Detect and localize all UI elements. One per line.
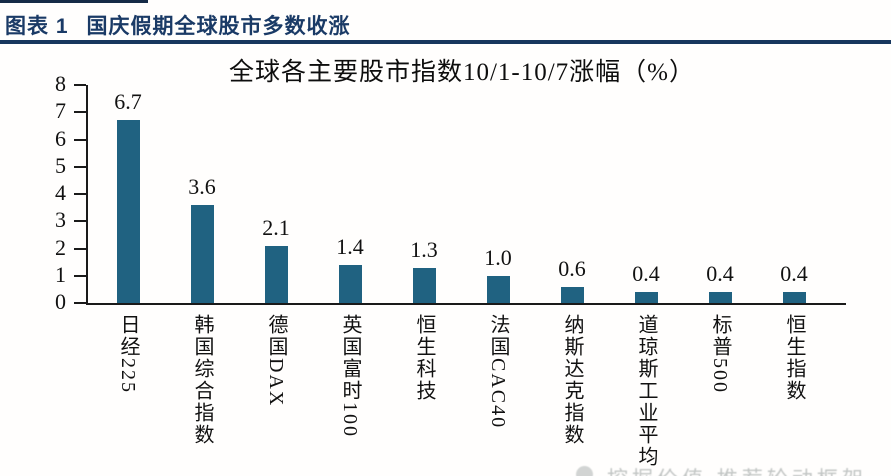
watermark: 挖掘价值 推荐轮动框架 [576,463,867,476]
bar [116,120,140,303]
x-category-label: 法国CAC40 [487,314,509,430]
x-category-label: 恒生科技 [413,314,435,402]
y-tick-label: 6 [55,125,66,151]
figure-number-label: 图表 1 [5,15,69,38]
bar-value-label: 3.6 [188,173,216,199]
y-tick [74,193,86,195]
bar [634,292,658,303]
x-category-label: 日经225 [117,314,139,394]
bar [264,245,288,303]
y-tick [74,247,86,250]
y-tick-label: 2 [55,234,66,260]
y-tick [74,165,86,168]
bar-value-label: 0.6 [558,255,586,281]
x-category-label: 道琼斯工业平均 [635,314,657,468]
x-category-label: 韩国综合指数 [191,314,213,446]
y-tick [74,84,86,86]
y-tick-label: 7 [55,98,66,124]
bar [782,292,806,303]
header-underline [0,40,891,44]
y-tick [74,111,86,114]
bar-value-label: 6.7 [114,89,142,115]
bar-value-label: 1.0 [484,244,512,270]
y-axis-line [86,85,88,305]
top-rule [0,0,148,3]
bar [190,204,214,303]
y-tick [74,138,86,141]
x-category-label: 标普500 [709,314,731,394]
y-tick-label: 5 [55,152,66,178]
bar-value-label: 1.4 [336,233,364,259]
watermark-logo-icon [576,466,593,476]
y-tick [74,302,86,304]
y-tick-label: 4 [55,180,66,205]
bar-value-label: 0.4 [632,261,660,287]
y-tick [74,220,86,223]
y-tick-label: 3 [55,207,66,233]
bar-value-label: 0.4 [706,261,734,287]
x-category-label: 纳斯达克指数 [561,314,583,446]
y-tick-label: 1 [55,261,66,287]
x-axis-line [86,303,846,305]
bar [412,267,436,303]
bar [560,286,584,303]
figure-title: 国庆假期全球股市多数收涨 [86,15,351,38]
bar-value-label: 0.4 [780,261,808,287]
x-category-label: 德国DAX [265,314,287,408]
x-category-label: 恒生指数 [783,314,805,402]
bar [708,292,732,303]
x-category-label: 英国富时100 [339,314,361,438]
bar [338,264,362,303]
y-tick-label: 0 [55,289,66,314]
y-tick [74,274,86,277]
chart-title: 全球各主要股市指数10/1-10/7涨幅（%） [228,59,696,86]
y-tick-label: 8 [55,71,66,96]
bar-value-label: 1.3 [410,236,438,262]
bar [486,275,510,303]
bar-value-label: 2.1 [262,214,290,240]
figure-header: 图表 1 国庆假期全球股市多数收涨 [5,10,885,38]
watermark-text: 挖掘价值 推荐轮动框架 [607,463,867,476]
